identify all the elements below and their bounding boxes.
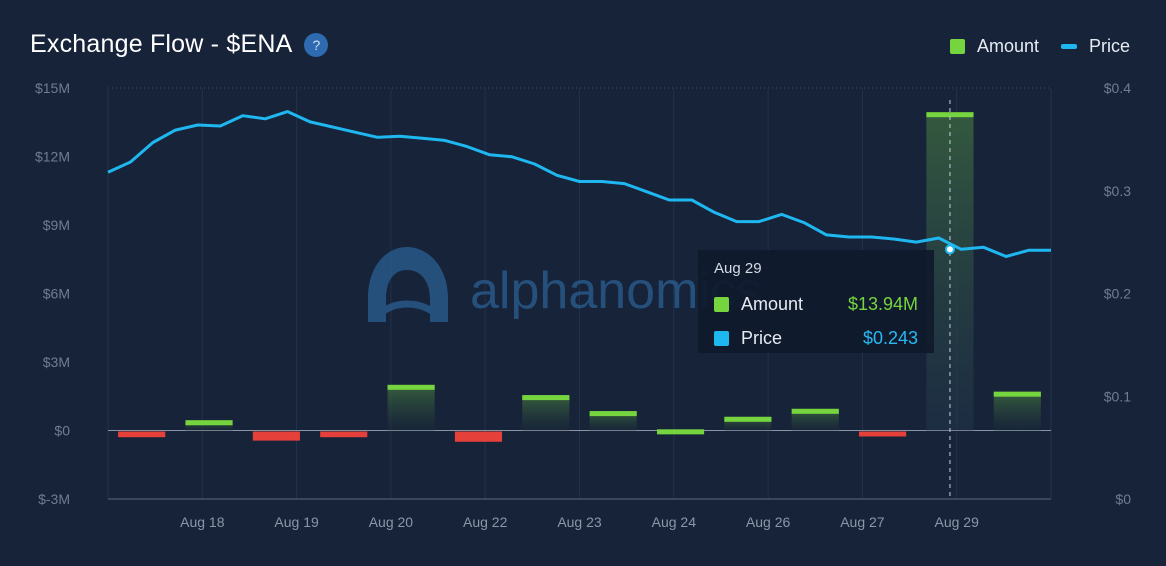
y-left-tick-label: $0 xyxy=(54,423,70,439)
x-tick-label: Aug 27 xyxy=(840,514,885,530)
x-tick-label: Aug 26 xyxy=(746,514,791,530)
y-right-tick-label: $0 xyxy=(1115,491,1131,507)
y-left-tick-label: $9M xyxy=(43,217,70,233)
tooltip-price-label: Price xyxy=(741,327,783,348)
tooltip: Aug 29 Amount $13.94M Price $0.243 xyxy=(698,250,934,353)
y-left-tick-label: $-3M xyxy=(38,491,70,507)
amount-bar-negative xyxy=(252,431,300,441)
amount-bar-cap xyxy=(993,391,1041,397)
chart-title-text: Exchange Flow - $ENA xyxy=(30,30,293,58)
tooltip-amount-value: $13.94M xyxy=(847,293,918,314)
tooltip-price-value: $0.243 xyxy=(862,327,918,348)
y-right-tick-label: $0.1 xyxy=(1104,388,1131,404)
chart-title: Exchange Flow - $ENA ? xyxy=(30,30,329,59)
amount-bar-cap xyxy=(589,411,637,417)
amount-bar-cap xyxy=(926,112,974,118)
legend-label-amount: Amount xyxy=(976,36,1039,56)
y-left-tick-label: $15M xyxy=(35,80,70,96)
tooltip-date: Aug 29 xyxy=(714,260,762,277)
tooltip-amount-label: Amount xyxy=(741,293,804,314)
y-right-tick-label: $0.4 xyxy=(1104,80,1131,96)
amount-bar-cap xyxy=(724,416,772,422)
legend-item-amount[interactable]: Amount xyxy=(949,36,1039,57)
x-tick-label: Aug 24 xyxy=(652,514,697,530)
y-right-tick-label: $0.2 xyxy=(1104,286,1131,302)
x-tick-label: Aug 23 xyxy=(557,514,602,530)
price-line xyxy=(107,110,1051,258)
amount-bar-negative xyxy=(454,431,503,442)
y-left-tick-label: $3M xyxy=(43,354,70,370)
amount-bar xyxy=(993,391,1041,431)
x-tick-label: Aug 18 xyxy=(180,514,225,530)
amount-bar-negative xyxy=(320,431,368,438)
tooltip-row-price: Price $0.243 xyxy=(714,321,918,355)
legend-item-price[interactable]: Price xyxy=(1060,36,1130,57)
tooltip-row-amount: Amount $13.94M xyxy=(714,287,918,321)
amount-bar-cap xyxy=(185,420,233,426)
amount-bar-negative xyxy=(118,431,166,438)
y-left-tick-label: $12M xyxy=(35,149,70,165)
y-left-tick-label: $6M xyxy=(43,286,70,302)
price-swatch-icon xyxy=(1060,44,1077,49)
amount-bar-cap xyxy=(656,429,705,435)
help-icon[interactable]: ? xyxy=(304,32,329,57)
amount-swatch-icon xyxy=(949,39,965,54)
x-tick-label: Aug 20 xyxy=(369,514,414,530)
legend: Amount Price xyxy=(949,36,1130,57)
price-point-marker xyxy=(944,244,955,255)
x-tick-label: Aug 22 xyxy=(463,514,508,530)
x-tick-label: Aug 19 xyxy=(274,514,319,530)
tooltip-amount-swatch-icon xyxy=(714,296,729,312)
y-right-tick-label: $0.3 xyxy=(1104,183,1131,199)
legend-label-price: Price xyxy=(1088,36,1130,56)
amount-bar-cap xyxy=(387,384,435,390)
x-tick-label: Aug 29 xyxy=(935,514,980,530)
amount-bar xyxy=(185,420,233,431)
amount-bar xyxy=(522,395,570,431)
amount-bar xyxy=(791,408,839,431)
tooltip-price-swatch-icon xyxy=(714,330,729,346)
amount-bar-cap xyxy=(791,408,839,414)
amount-bar-cap xyxy=(522,395,570,401)
amount-bar-negative xyxy=(859,431,907,437)
amount-bar xyxy=(387,384,435,431)
watermark-logo-icon xyxy=(368,247,448,322)
